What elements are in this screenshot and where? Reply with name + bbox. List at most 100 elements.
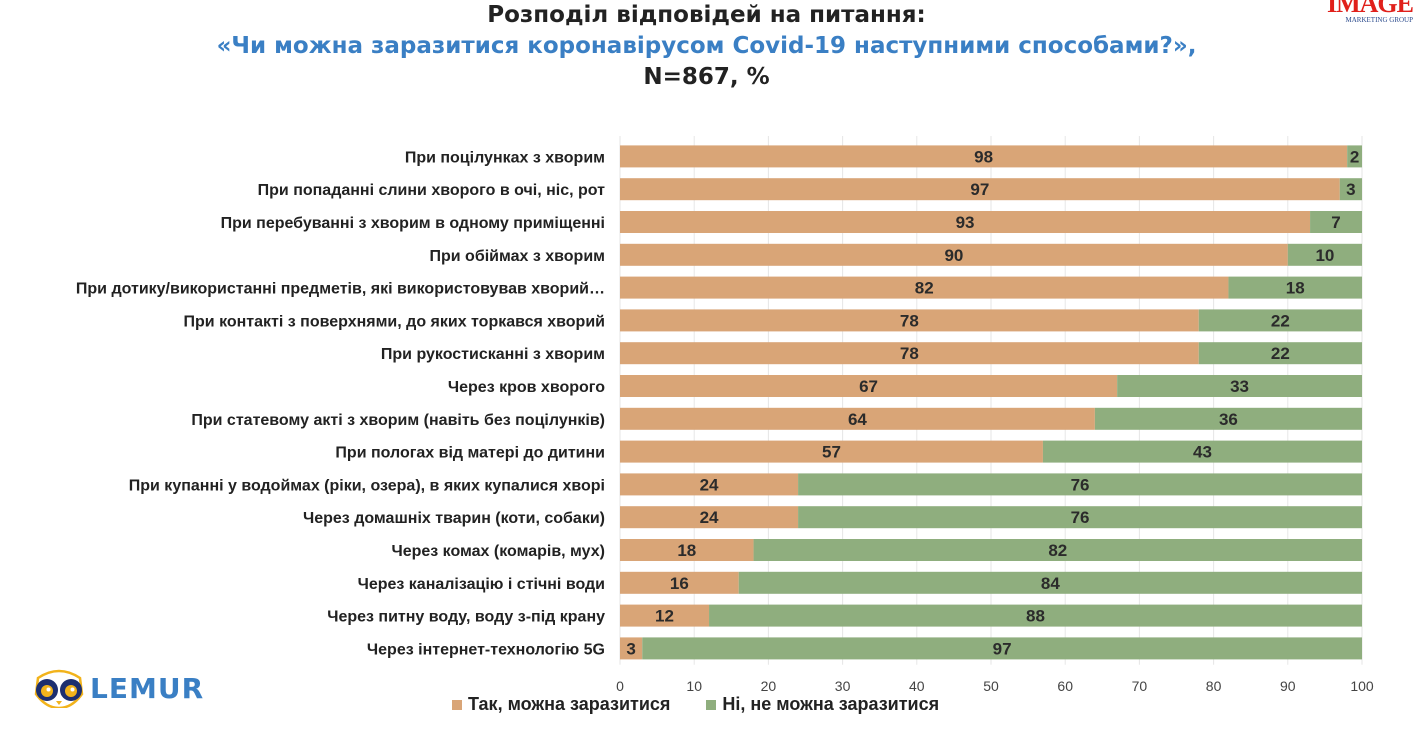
- data-label: 82: [915, 279, 934, 298]
- x-axis-ticks: 0 10 20 30 40 50 60 70 80 90 100: [616, 678, 1374, 694]
- data-label: 43: [1193, 443, 1212, 462]
- bar-segment-yes: [620, 473, 799, 496]
- x-tick-label: 0: [616, 678, 624, 694]
- data-label: 84: [1041, 574, 1060, 593]
- bar-segment-no: [798, 473, 1362, 496]
- data-label: 67: [859, 377, 878, 396]
- bar-segment-no: [1198, 309, 1362, 332]
- category-label: При попаданні слини хворого в очі, ніс, …: [258, 182, 606, 199]
- legend-item-yes: Так, можна заразитися: [452, 694, 670, 715]
- category-label: При купанні у водоймах (ріки, озера), в …: [129, 477, 605, 494]
- bar-segment-yes: [620, 145, 1348, 168]
- x-tick-label: 80: [1206, 678, 1222, 694]
- bar-segment-no: [1347, 145, 1362, 168]
- brand-tagline: MARKETING GROUP: [1345, 16, 1413, 24]
- data-label: 2: [1350, 147, 1359, 166]
- category-label: Через інтернет-технологію 5G: [367, 641, 605, 658]
- legend-label-yes: Так, можна заразитися: [468, 694, 671, 714]
- category-label: При статевому акті з хворим (навіть без …: [191, 412, 605, 429]
- bars: 98 2 97 3 93 7 90 10 82 18 78 22 78 22 67 33 64 36 57 43 24 7…: [620, 145, 1362, 660]
- bar-segment-no: [1094, 407, 1362, 430]
- category-label: При обіймах з хворим: [430, 248, 606, 265]
- bar-segment-yes: [620, 309, 1199, 332]
- x-tick-label: 20: [761, 678, 777, 694]
- data-label: 93: [956, 213, 975, 232]
- category-label: Через каналізацію і стічні води: [358, 576, 605, 593]
- data-label: 3: [1346, 180, 1355, 199]
- category-label: Через питну воду, воду з-під крану: [327, 609, 605, 626]
- bar-segment-yes: [620, 276, 1229, 299]
- category-label: При поцілунках з хворим: [405, 149, 605, 166]
- x-tick-label: 100: [1350, 678, 1374, 694]
- bar-segment-yes: [620, 375, 1118, 397]
- data-label: 97: [993, 639, 1012, 658]
- chart-legend: Так, можна заразитися Ні, не можна зараз…: [452, 694, 939, 715]
- chart-title-sample: N=867, %: [643, 64, 770, 90]
- brand-name: IMAGE: [1327, 0, 1413, 18]
- bar-segment-yes: [620, 407, 1095, 430]
- bar-segment-no: [798, 506, 1362, 529]
- category-label: Через кров хворого: [448, 379, 605, 396]
- category-label: При контакті з поверхнями, до яких торка…: [184, 313, 605, 330]
- data-label: 98: [974, 147, 993, 166]
- bar-segment-no: [1198, 342, 1362, 365]
- x-tick-label: 60: [1057, 678, 1073, 694]
- x-tick-label: 40: [909, 678, 925, 694]
- bar-segment-yes: [620, 243, 1288, 266]
- lemur-face-icon: [34, 669, 84, 708]
- data-label: 88: [1026, 607, 1045, 626]
- bar-segment-no: [738, 571, 1362, 594]
- x-tick-label: 70: [1132, 678, 1148, 694]
- legend-swatch-yes: [452, 699, 462, 710]
- logo-text: LEMUR: [90, 671, 205, 705]
- category-label: Через комах (комарів, мух): [391, 543, 605, 560]
- bar-segment-yes: [620, 342, 1199, 365]
- bar-segment-yes: [620, 604, 710, 627]
- brand-logo: IMAGE MARKETING GROUP: [1308, 0, 1413, 24]
- data-label: 22: [1271, 311, 1290, 330]
- bar-segment-yes: [620, 506, 799, 529]
- category-label: При дотику/використанні предметів, які в…: [76, 281, 605, 298]
- data-label: 3: [626, 639, 635, 658]
- chart-title-question: «Чи можна заразитися коронавірусом Covid…: [216, 33, 1197, 59]
- bar-segment-no: [753, 539, 1362, 561]
- x-tick-label: 50: [983, 678, 999, 694]
- data-label: 82: [1048, 541, 1067, 560]
- data-label: 33: [1230, 377, 1249, 396]
- bar-segment-yes: [620, 178, 1340, 201]
- bar-segment-yes: [620, 539, 754, 561]
- bar-segment-no: [1117, 375, 1362, 397]
- legend-swatch-no: [706, 699, 717, 710]
- legend-label-no: Ні, не можна заразитися: [722, 694, 940, 714]
- x-tick-label: 90: [1280, 678, 1296, 694]
- x-tick-label: 30: [835, 678, 851, 694]
- data-label: 7: [1331, 213, 1340, 232]
- category-label: Через домашніх тварин (коти, собаки): [303, 510, 605, 527]
- data-label: 18: [1286, 279, 1305, 298]
- data-label: 76: [1071, 475, 1090, 494]
- category-label: При перебуванні з хворим в одному приміщ…: [221, 215, 605, 232]
- data-label: 57: [822, 443, 841, 462]
- data-label: 78: [900, 311, 919, 330]
- data-label: 78: [900, 344, 919, 363]
- bar-segment-no: [1287, 243, 1362, 266]
- bar-segment-no: [1228, 276, 1362, 299]
- data-label: 24: [700, 508, 719, 527]
- data-label: 22: [1271, 344, 1290, 363]
- data-label: 64: [848, 410, 867, 429]
- data-label: 10: [1315, 246, 1334, 265]
- bar-segment-no: [1310, 211, 1362, 233]
- legend-item-no: Ні, не можна заразитися: [706, 694, 939, 715]
- data-label: 36: [1219, 410, 1238, 429]
- data-label: 12: [655, 607, 674, 626]
- data-label: 90: [944, 246, 963, 265]
- category-label: При рукостисканні з хворим: [381, 346, 605, 363]
- category-label: При пологах від матері до дитини: [335, 445, 605, 462]
- bar-segment-yes: [620, 211, 1311, 233]
- bar-segment-yes: [620, 637, 643, 660]
- lemur-logo: LEMUR: [32, 668, 204, 708]
- data-label: 16: [670, 574, 689, 593]
- data-label: 76: [1071, 508, 1090, 527]
- bar-segment-no: [709, 604, 1362, 627]
